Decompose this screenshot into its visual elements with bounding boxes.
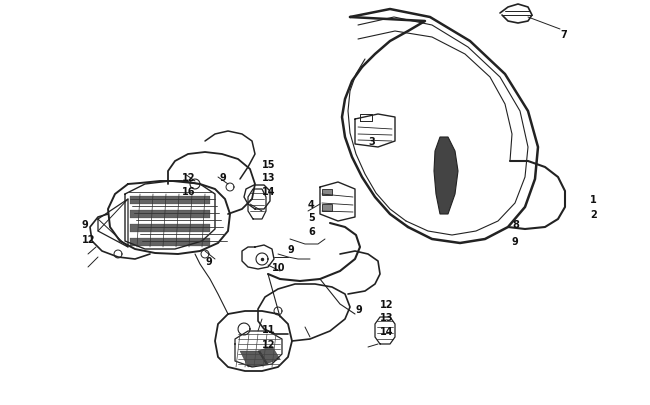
Text: 6: 6 (308, 226, 315, 237)
Text: 13: 13 (380, 312, 393, 322)
Polygon shape (322, 205, 332, 211)
Text: 13: 13 (262, 173, 276, 183)
Text: 7: 7 (560, 30, 567, 40)
Text: 15: 15 (262, 160, 276, 170)
Text: 14: 14 (380, 326, 393, 336)
Polygon shape (130, 196, 210, 205)
Polygon shape (130, 211, 210, 218)
Text: 12: 12 (182, 173, 196, 183)
Text: 9: 9 (355, 304, 362, 314)
Text: 5: 5 (308, 213, 315, 222)
Text: 3: 3 (368, 136, 375, 147)
Text: 9: 9 (82, 220, 89, 230)
Polygon shape (258, 346, 280, 364)
Text: 9: 9 (205, 256, 212, 266)
Text: 2: 2 (590, 209, 597, 220)
Polygon shape (434, 138, 458, 215)
Polygon shape (322, 190, 332, 196)
Text: 9: 9 (512, 237, 519, 246)
Text: 16: 16 (182, 187, 196, 196)
Text: 9: 9 (220, 173, 227, 183)
Text: 11: 11 (262, 324, 276, 334)
Text: 12: 12 (262, 339, 276, 349)
Text: 1: 1 (590, 194, 597, 205)
Text: 12: 12 (380, 299, 393, 309)
Text: 4: 4 (308, 200, 315, 209)
Text: 8: 8 (512, 220, 519, 230)
Polygon shape (130, 239, 210, 246)
Text: 14: 14 (262, 187, 276, 196)
Polygon shape (240, 351, 268, 367)
Text: 10: 10 (272, 262, 285, 272)
Text: 12: 12 (82, 234, 96, 244)
Text: 9: 9 (288, 244, 294, 254)
Polygon shape (130, 224, 210, 232)
